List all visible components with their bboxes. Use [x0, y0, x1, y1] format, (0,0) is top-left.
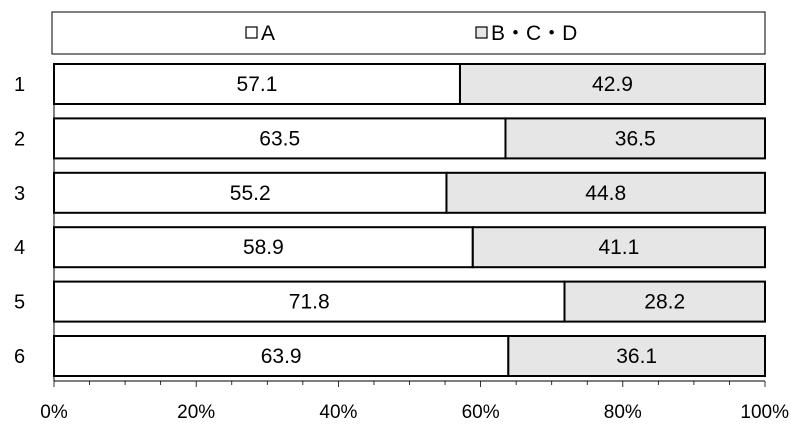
legend-swatch-1	[245, 26, 258, 39]
category-label: 4	[14, 237, 25, 259]
data-label: 36.5	[615, 127, 656, 150]
category-label: 3	[14, 183, 25, 205]
x-tick-label: 40%	[319, 402, 357, 423]
x-tick-label: 0%	[40, 402, 68, 423]
data-label: 36.1	[616, 345, 657, 368]
bar-segment-1	[53, 117, 507, 160]
bar-labels: 1 57.1 42.9 2 63.5 36.5 3 55.2 44.8 4 58.9 41.1 5 71.…	[14, 73, 685, 368]
data-label: 58.9	[243, 236, 284, 259]
bar-segment-2	[471, 226, 766, 269]
category-label: 2	[14, 128, 25, 150]
legend: A B・C・D	[51, 11, 766, 55]
bar-segment-2	[445, 171, 766, 214]
data-label: 44.8	[585, 182, 626, 205]
data-label: 71.8	[289, 291, 330, 314]
legend-label-2: B・C・D	[491, 22, 577, 45]
category-label: 6	[14, 346, 25, 368]
bar-segment-1	[53, 171, 448, 214]
data-label: 63.5	[259, 127, 300, 150]
data-label: 55.2	[230, 182, 271, 205]
x-axis: 0% 20% 40% 60% 80% 100%	[40, 64, 789, 423]
bar-segment-2	[507, 335, 766, 377]
x-tick-label: 60%	[462, 402, 500, 423]
data-label: 57.1	[237, 73, 278, 96]
bar-segment-2	[563, 280, 766, 323]
category-label: 5	[14, 292, 25, 314]
legend-label-1: A	[261, 22, 275, 45]
x-tick-label: 20%	[177, 402, 215, 423]
data-label: 28.2	[644, 291, 685, 314]
category-label: 1	[14, 74, 25, 96]
data-label: 42.9	[592, 73, 633, 96]
bar-segment-2	[458, 63, 766, 105]
data-label: 63.9	[261, 345, 302, 368]
plot-area	[53, 63, 766, 377]
legend-swatch-2	[475, 26, 488, 39]
data-label: 41.1	[598, 236, 639, 259]
x-tick-label: 80%	[604, 402, 642, 423]
bar-segment-1	[53, 226, 474, 269]
x-tick-label: 100%	[740, 402, 789, 423]
bar-segment-2	[504, 117, 766, 160]
legend-frame	[51, 11, 766, 55]
